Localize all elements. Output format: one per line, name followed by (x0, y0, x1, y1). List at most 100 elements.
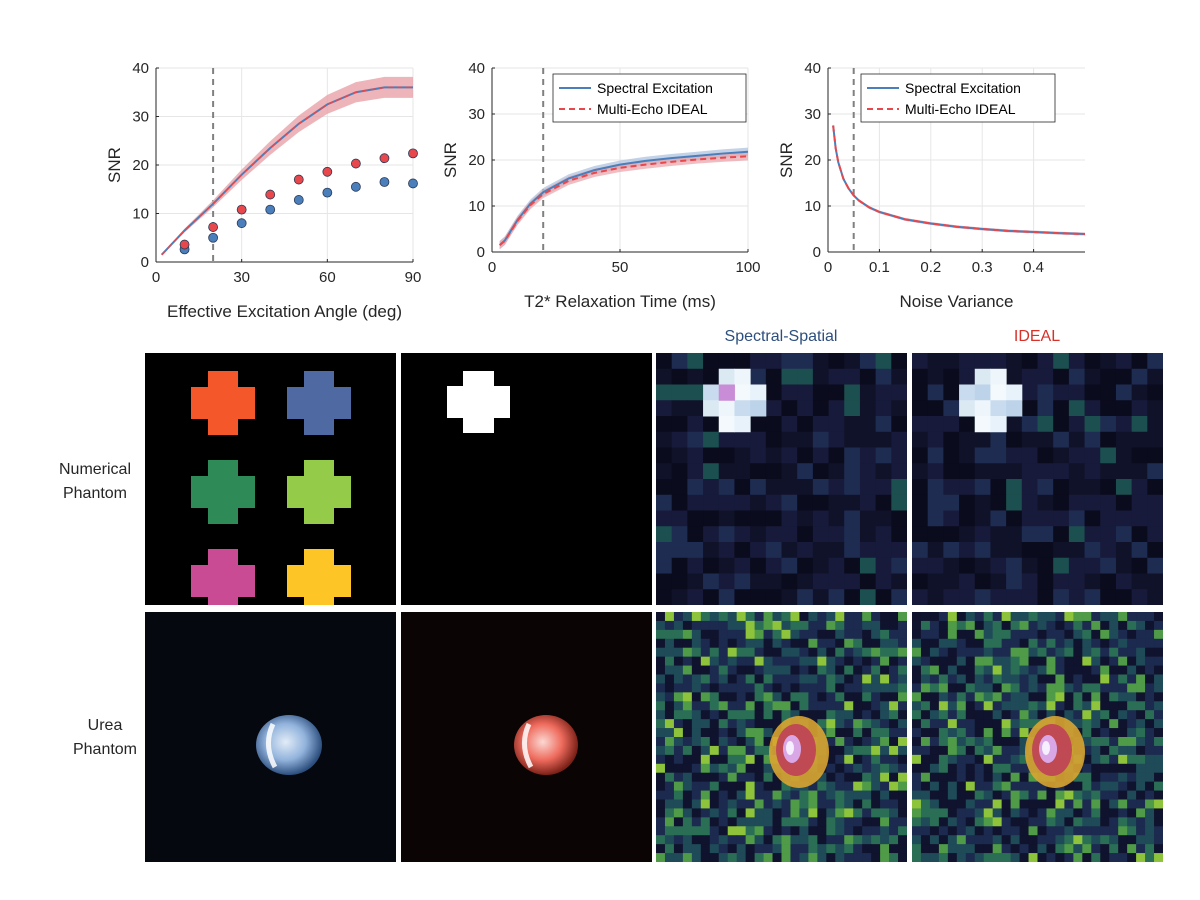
heat-pixel (1127, 799, 1137, 810)
heat-pixel (799, 674, 809, 685)
heat-pixel (1019, 629, 1030, 640)
heat-pixel (871, 620, 881, 631)
heat-pixel (673, 710, 684, 720)
noise-pixel (687, 510, 704, 527)
heat-pixel (718, 799, 729, 810)
heat-pixel (871, 647, 881, 658)
noise-pixel (927, 589, 944, 605)
heat-pixel (871, 612, 881, 622)
noise-pixel (912, 353, 929, 370)
noise-pixel (781, 557, 798, 574)
noise-pixel (703, 526, 720, 543)
heat-pixel (772, 647, 783, 658)
heat-pixel (862, 853, 872, 862)
heat-pixel (1154, 799, 1163, 810)
heat-pixel (1019, 781, 1030, 792)
noise-pixel (1037, 526, 1054, 543)
heat-pixel (1064, 710, 1074, 720)
heat-pixel (656, 665, 666, 676)
heat-pixel (718, 647, 729, 658)
spectral-point (379, 177, 390, 187)
heat-pixel (736, 638, 747, 649)
heat-pixel (853, 808, 863, 818)
heat-pixel (1127, 835, 1137, 845)
noise-pixel (1084, 463, 1101, 480)
heat-pixel (1046, 808, 1057, 818)
noise-pixel (671, 542, 688, 559)
heat-pixel (1028, 772, 1039, 783)
heat-pixel (1064, 853, 1074, 862)
noise-pixel (750, 416, 767, 433)
heat-pixel (929, 647, 940, 658)
row-label-line2: Phantom (72, 741, 138, 758)
noise-pixel (671, 557, 688, 574)
heat-pixel (929, 790, 940, 801)
noise-pixel (1115, 463, 1133, 480)
heat-pixel (700, 737, 711, 747)
heat-pixel (656, 656, 666, 667)
heat-pixel (1136, 612, 1146, 622)
heat-pixel (763, 719, 774, 729)
spectral-point (236, 218, 247, 229)
noise-pixel (1131, 400, 1148, 417)
noise-pixel (927, 463, 944, 480)
heat-pixel (1064, 656, 1074, 667)
heat-pixel (691, 674, 702, 685)
noise-pixel (1068, 526, 1086, 543)
heat-pixel (727, 665, 738, 676)
noise-pixel (765, 400, 782, 417)
heat-pixel (1118, 665, 1128, 676)
heat-pixel (745, 763, 756, 774)
heat-pixel (862, 799, 872, 810)
heat-pixel (956, 745, 967, 756)
heat-pixel (656, 683, 666, 693)
heat-pixel (727, 835, 738, 845)
heat-pixel (992, 638, 1003, 649)
heat-pixel (947, 656, 958, 667)
heat-pixel (727, 692, 738, 702)
noise-pixel (703, 416, 720, 433)
heat-pixel (1010, 763, 1021, 774)
noise-pixel (734, 353, 751, 370)
heat-pixel (1046, 665, 1057, 676)
heat-pixel (1127, 817, 1137, 827)
noise-pixel (812, 510, 830, 527)
heat-pixel (912, 781, 922, 792)
heat-pixel (1100, 674, 1110, 685)
heat-pixel (1028, 817, 1039, 827)
heat-pixel (1091, 701, 1101, 711)
heat-pixel (920, 835, 931, 845)
heat-pixel (853, 817, 863, 827)
noise-pixel (1037, 573, 1054, 590)
heat-pixel (853, 745, 863, 756)
heat-pixel (727, 629, 738, 640)
heat-pixel (826, 754, 836, 765)
noise-pixel (1006, 510, 1023, 527)
heat-pixel (745, 790, 756, 801)
noise-pixel (656, 494, 673, 511)
heat-pixel (754, 692, 765, 702)
heat-pixel (808, 647, 818, 658)
heat-pixel (1073, 612, 1083, 622)
heat-pixel (1136, 763, 1146, 774)
signal-pixel (990, 400, 1007, 417)
heat-pixel (1055, 817, 1065, 827)
heat-pixel (664, 808, 675, 818)
heat-pixel (1136, 656, 1146, 667)
heat-pixel (965, 701, 976, 711)
heat-pixel (673, 656, 684, 667)
heat-pixel (898, 853, 907, 862)
heat-pixel (736, 620, 747, 631)
heat-pixel (736, 781, 747, 792)
noise-pixel (671, 431, 688, 448)
noise-pixel (859, 510, 877, 527)
heat-pixel (938, 701, 949, 711)
heat-pixel (826, 781, 836, 792)
ideal-point (208, 222, 219, 232)
heat-pixel (1091, 692, 1101, 702)
heat-pixel (808, 665, 818, 676)
heat-pixel (1154, 844, 1163, 854)
noise-pixel (781, 353, 798, 370)
noise-pixel (1006, 463, 1023, 480)
heat-pixel (1055, 701, 1065, 711)
